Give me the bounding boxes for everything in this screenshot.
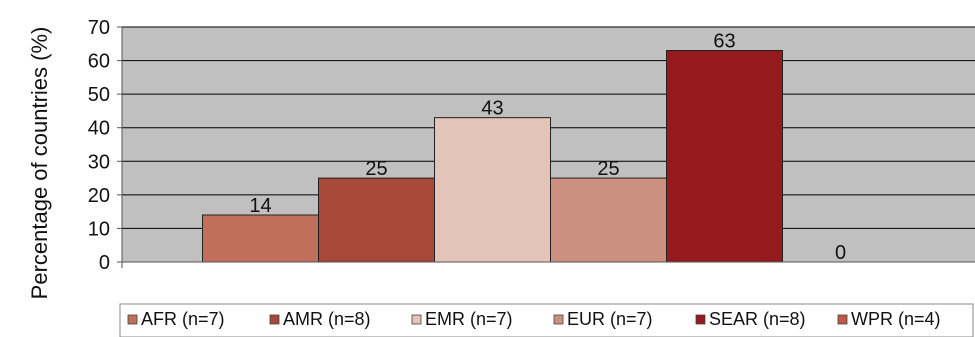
legend-box <box>119 303 974 337</box>
y-tick-label-5: 50 <box>88 84 110 106</box>
legend-label-3: EUR (n=7) <box>567 309 653 329</box>
y-tick-label-1: 10 <box>88 218 110 240</box>
axes <box>117 26 975 268</box>
y-tick-label-0: 0 <box>99 252 110 274</box>
bar-3 <box>550 177 667 263</box>
legend-swatch-0 <box>127 314 138 325</box>
y-tick-labels: 0 10 20 30 40 50 60 70 <box>88 17 110 274</box>
data-label-4: 63 <box>713 31 735 53</box>
legend-swatch-2 <box>411 314 422 325</box>
legend-items: AFR (n=7) AMR (n=8) EMR (n=7) EUR (n=7) SEAR… <box>127 309 941 329</box>
data-label-0: 14 <box>249 195 271 217</box>
legend-label-5: WPR (n=4) <box>851 309 941 329</box>
bar-2 <box>434 117 551 263</box>
data-label-5: 0 <box>835 242 846 264</box>
legend: AFR (n=7) AMR (n=8) EMR (n=7) EUR (n=7) SEAR… <box>119 303 974 337</box>
y-tick-label-4: 40 <box>88 118 110 140</box>
y-axis-label: Percentage of countries (%) <box>27 27 52 300</box>
y-tick-label-3: 30 <box>88 151 110 173</box>
legend-label-4: SEAR (n=8) <box>709 309 806 329</box>
legend-label-0: AFR (n=7) <box>141 309 225 329</box>
legend-label-1: AMR (n=8) <box>283 309 371 329</box>
data-label-1: 25 <box>365 158 387 180</box>
y-tick-label-6: 60 <box>88 51 110 73</box>
legend-swatch-1 <box>269 314 280 325</box>
legend-swatch-5 <box>837 314 848 325</box>
legend-swatch-4 <box>695 314 706 325</box>
bar-4 <box>666 50 783 263</box>
data-labels: 14 25 43 25 63 0 <box>249 31 846 265</box>
bar-0 <box>202 214 319 263</box>
legend-label-2: EMR (n=7) <box>425 309 513 329</box>
y-tick-label-2: 20 <box>88 185 110 207</box>
legend-swatch-3 <box>553 314 564 325</box>
y-tick-label-7: 70 <box>88 17 110 39</box>
data-label-2: 43 <box>481 98 503 120</box>
data-label-3: 25 <box>597 158 619 180</box>
bar-1 <box>318 177 435 263</box>
